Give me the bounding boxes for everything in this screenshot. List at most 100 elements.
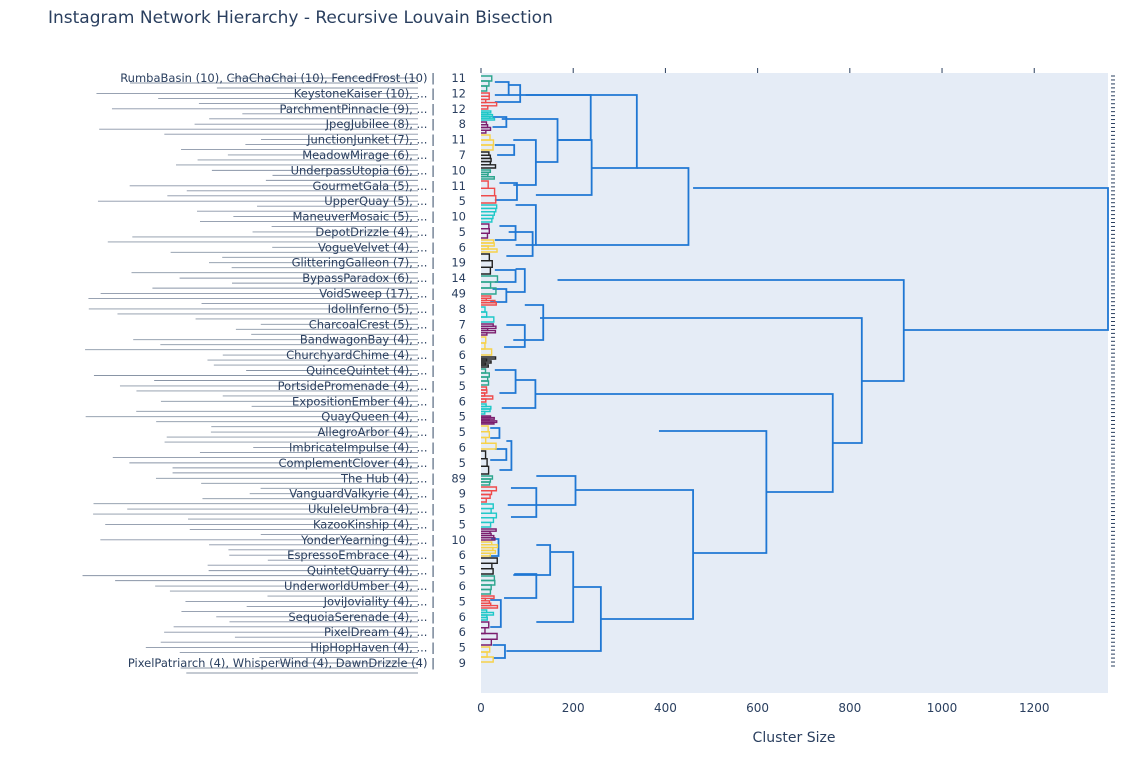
leaf-label: UpperQuay (5), ... | xyxy=(324,194,435,208)
leaf-label: DepotDrizzle (4), ... | xyxy=(315,225,435,239)
leaf-label: VanguardValkyrie (4), ... | xyxy=(289,487,435,501)
leaf-count: 10 xyxy=(451,533,466,547)
leaf-cluster-link xyxy=(481,164,497,169)
leaf-label: QuinceQuintet (4), ... | xyxy=(306,364,435,378)
x-tick-label: 1200 xyxy=(1019,701,1050,715)
dendrogram-link xyxy=(513,544,552,576)
leaf-cluster-link xyxy=(481,101,498,107)
leaf-cluster-link xyxy=(481,332,488,336)
dendrogram-link xyxy=(490,427,501,439)
leaf-cluster-link xyxy=(481,266,492,275)
dendrogram-link xyxy=(575,489,694,620)
x-axis-title: Cluster Size xyxy=(753,730,836,746)
leaf-count: 5 xyxy=(459,364,466,378)
leaf-cluster-link xyxy=(481,552,492,557)
dendrogram-link xyxy=(535,393,834,493)
leaf-cluster-link xyxy=(481,176,495,180)
leaf-label: ChurchyardChime (4), ... | xyxy=(286,348,435,362)
leaf-count: 5 xyxy=(459,641,466,655)
leaf-cluster-link xyxy=(481,248,498,253)
leaf-count: 6 xyxy=(459,348,466,362)
leaf-count: 5 xyxy=(459,194,466,208)
dendrogram-link xyxy=(693,187,1109,331)
dendrogram-link xyxy=(490,288,508,303)
leaf-label: JoviJoviality (4), ... | xyxy=(323,594,435,608)
leaf-cluster-link xyxy=(481,604,499,609)
dendrogram-link xyxy=(492,644,506,659)
leaf-cluster-link xyxy=(481,481,491,486)
leaf-label: RumbaBasin (10), ChaChaChai (10), Fenced… xyxy=(120,71,435,85)
leaf-cluster-link xyxy=(481,129,487,134)
leaf-count: 6 xyxy=(459,240,466,254)
dendrogram-link xyxy=(513,139,537,186)
leaf-label: ComplementClover (4), ... | xyxy=(278,456,435,470)
leaf-count: 11 xyxy=(451,179,466,193)
leaf-layer xyxy=(481,75,1115,667)
leaf-cluster-link xyxy=(481,537,496,541)
leaf-cluster-link xyxy=(481,316,495,323)
leaf-cluster-link xyxy=(481,421,495,425)
leaf-count: 5 xyxy=(459,594,466,608)
dendrogram-link xyxy=(490,599,502,628)
leaf-count: 7 xyxy=(459,317,466,331)
dendrogram-link xyxy=(507,475,577,506)
leaf-cluster-link xyxy=(481,588,492,595)
leaf-count: 6 xyxy=(459,579,466,593)
leaf-label: EspressoEmbrace (4), ... | xyxy=(287,548,435,562)
leaf-count: 5 xyxy=(459,225,466,239)
leaf-cluster-link xyxy=(481,465,490,475)
leaf-count: 5 xyxy=(459,502,466,516)
leaf-count: 12 xyxy=(451,86,466,100)
x-tick-label: 1000 xyxy=(927,701,958,715)
leaf-cluster-link xyxy=(481,638,493,646)
link-layer xyxy=(489,81,1109,659)
dendrogram-link xyxy=(513,304,545,341)
dendrogram-link xyxy=(515,204,537,246)
leaf-label: KazooKinship (4), ... | xyxy=(313,517,435,531)
x-tick-label: 400 xyxy=(654,701,677,715)
leaf-label: IdolInferno (5), ... | xyxy=(328,302,435,316)
leaf-count: 14 xyxy=(451,271,466,285)
leaf-cluster-link xyxy=(481,656,494,663)
leaf-count: 49 xyxy=(451,287,466,301)
leaf-cluster-link xyxy=(481,567,494,575)
dendrogram-link xyxy=(499,440,513,471)
leaf-cluster-link xyxy=(481,348,493,356)
dendrogram-link xyxy=(536,551,575,623)
leaf-cluster-link xyxy=(481,287,497,295)
leaf-count: 6 xyxy=(459,333,466,347)
leaf-count: 12 xyxy=(451,102,466,116)
leaf-count: 9 xyxy=(459,656,466,670)
leaf-label: YonderYearning (4), ... | xyxy=(300,533,435,547)
leaf-cluster-link xyxy=(481,408,491,413)
leaf-label: CharcoalCrest (5), ... | xyxy=(309,317,435,331)
dendrogram-link xyxy=(501,379,537,409)
leaf-count: 11 xyxy=(451,133,466,147)
dendrogram-link xyxy=(557,279,905,382)
leaf-label: AllegroArbor (4), ... | xyxy=(317,425,435,439)
leaf-label: UnderworldUmber (4), ... | xyxy=(284,579,435,593)
leaf-cluster-link xyxy=(481,364,489,368)
leaf-count: 6 xyxy=(459,440,466,454)
leaf-label: PortsidePromenade (4), ... | xyxy=(278,379,435,393)
leaf-label: QuayQueen (4), ... | xyxy=(321,410,435,424)
x-axis: 0 200 400 600 800 1000 1200 xyxy=(477,68,1050,715)
dendrogram-link xyxy=(494,81,510,96)
leaf-cluster-link xyxy=(481,616,488,621)
leaf-count: 6 xyxy=(459,610,466,624)
leaf-label: ExpositionEmber (4), ... | xyxy=(292,394,435,408)
dendrogram-link xyxy=(658,430,768,554)
leaf-label: ImbricateImpulse (4), ... | xyxy=(289,440,435,454)
leaf-cluster-link xyxy=(481,144,494,151)
leaf-label: The Hub (4), ... | xyxy=(340,471,435,485)
leaf-cluster-link xyxy=(481,521,492,528)
dendrogram-link xyxy=(492,116,508,128)
leaf-label: UkuleleUmbra (4), ... | xyxy=(308,502,435,516)
leaf-label: JunctionJunket (7), ... | xyxy=(306,133,435,147)
dendrogram-link xyxy=(504,324,526,348)
dendrogram-link xyxy=(510,487,538,518)
leaf-count: 9 xyxy=(459,487,466,501)
leaf-count: 8 xyxy=(459,302,466,316)
leaf-label: ParchmentPinnacle (9), ... | xyxy=(280,102,435,116)
